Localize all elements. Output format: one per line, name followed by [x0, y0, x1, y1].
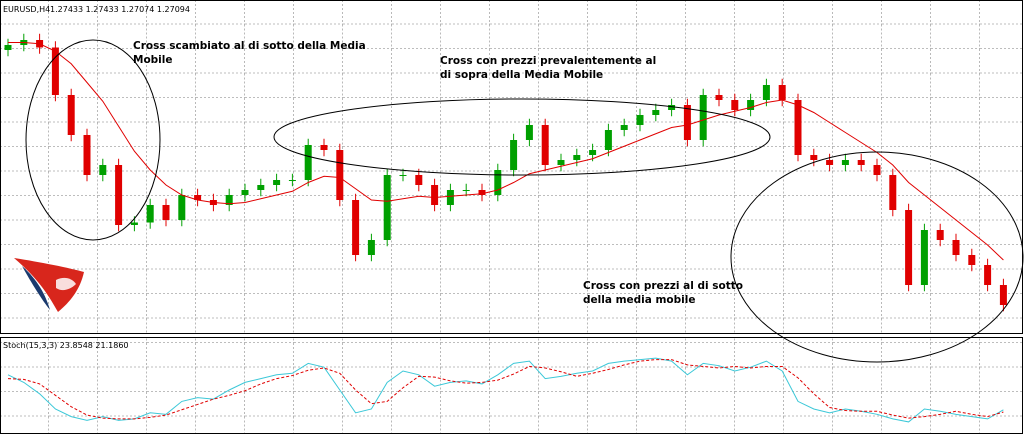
candle-body	[668, 105, 676, 110]
candle-body	[320, 145, 328, 150]
candle-body	[115, 165, 123, 225]
ellipse	[25, 39, 161, 241]
candle-body	[83, 135, 91, 175]
stoch-title: Stoch(15,3,3) 23.8548 21.1860	[3, 341, 129, 350]
candle-body	[573, 155, 581, 160]
candle-body	[778, 85, 786, 100]
candle-body	[683, 105, 691, 140]
candle-body	[731, 100, 739, 110]
candle-body	[336, 150, 344, 200]
candle-body	[794, 100, 802, 155]
candle-body	[905, 210, 913, 285]
ellipse	[273, 98, 771, 176]
candle-body	[352, 200, 360, 255]
candle-body	[715, 95, 723, 100]
ohlc: 1.27433 1.27433 1.27074 1.27094	[50, 5, 190, 14]
candle-body	[162, 205, 170, 220]
logo	[14, 258, 84, 312]
symbol: EURUSD,H4	[3, 5, 50, 14]
candle-body	[478, 190, 486, 195]
annotation: Mobile	[133, 54, 173, 66]
candle-body	[762, 85, 770, 100]
candle-body	[652, 110, 660, 115]
candle-body	[873, 165, 881, 175]
candle-body	[99, 165, 107, 175]
candle-body	[936, 230, 944, 240]
candle-body	[399, 175, 407, 176]
candle-body	[431, 185, 439, 205]
candle-body	[589, 150, 597, 155]
annotation: Cross scambiato al di sotto della Media	[133, 40, 366, 52]
candle-body	[241, 190, 249, 195]
candle-body	[952, 240, 960, 255]
candle-body	[841, 160, 849, 165]
candle-body	[747, 100, 755, 110]
annotation: Cross con prezzi prevalentemente al	[440, 55, 656, 67]
stoch-grid	[1, 338, 1022, 433]
stoch-line	[7, 359, 1004, 420]
candle-body	[194, 195, 202, 200]
candle-body	[920, 230, 928, 285]
candle-body	[557, 160, 565, 165]
ellipse	[730, 151, 1024, 363]
candle-body	[288, 180, 296, 181]
candle-body	[67, 95, 75, 135]
candle-body	[541, 125, 549, 165]
candle-body	[810, 155, 818, 160]
candle-body	[968, 255, 976, 265]
candle-body	[51, 47, 59, 95]
candle-body	[604, 130, 612, 150]
annotation: della media mobile	[583, 294, 696, 306]
annotation: di sopra della Media Mobile	[440, 69, 603, 81]
annotation: Cross con prezzi al di sotto	[583, 280, 743, 292]
candle-body	[889, 175, 897, 210]
candle-body	[225, 195, 233, 205]
candle-body	[494, 170, 502, 195]
candle-body	[636, 115, 644, 125]
candle-body	[620, 125, 628, 130]
marks	[4, 33, 1007, 423]
candle-body	[367, 240, 375, 255]
moving-average	[8, 42, 1004, 261]
candle-body	[146, 205, 154, 223]
candle-body	[178, 195, 186, 220]
candle-body	[273, 180, 281, 185]
candle-body	[826, 160, 834, 165]
candle-body	[999, 285, 1007, 305]
candle-body	[383, 175, 391, 240]
candle-body	[4, 45, 12, 50]
candle-body	[415, 175, 423, 185]
candle-body	[510, 140, 518, 170]
candle-body	[257, 185, 265, 190]
candle-body	[304, 145, 312, 180]
candle-body	[699, 95, 707, 140]
candle-body	[984, 265, 992, 285]
candle-body	[462, 190, 470, 191]
candle-body	[130, 222, 138, 225]
candle-body	[857, 160, 865, 165]
candle-body	[446, 190, 454, 205]
candle-body	[525, 125, 533, 140]
stoch-line	[7, 357, 1004, 423]
